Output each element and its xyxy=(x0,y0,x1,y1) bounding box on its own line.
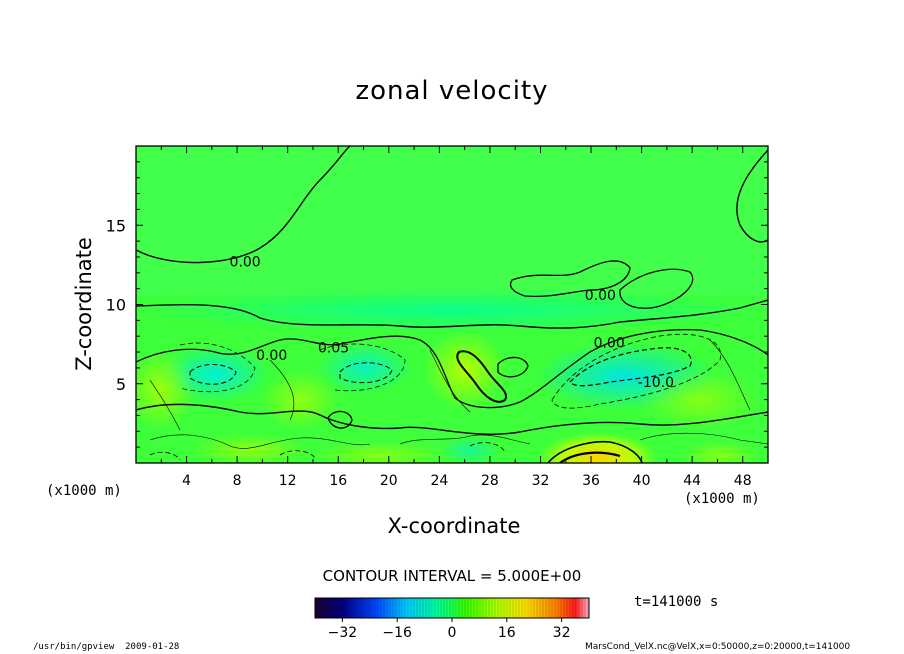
contour-interval-label: CONTOUR INTERVAL = 5.000E+00 xyxy=(322,567,582,585)
x-tick-label: 12 xyxy=(279,473,297,489)
x-axis-label: X-coordinate xyxy=(387,514,521,538)
x-tick-label: 44 xyxy=(683,473,701,489)
contour-label: 0.00 xyxy=(256,348,287,364)
contour-labels: 0.00 0.00 0.05 0.00 0.00 -10.0 xyxy=(230,255,675,391)
chart-title: zonal velocity xyxy=(355,76,549,106)
x-tick-label: 20 xyxy=(380,473,398,489)
contour-label: 0.00 xyxy=(585,288,616,304)
x-tick-label: 24 xyxy=(430,473,448,489)
x-tick-label: 8 xyxy=(233,473,242,489)
contour-label: -10.0 xyxy=(638,375,674,391)
velocity-field xyxy=(136,146,768,463)
x-axis: 4 8 12 16 20 24 28 32 36 40 44 48 xyxy=(160,146,752,489)
footer-data-source: MarsCond_VelX.nc@VelX,x=0:50000,z=0:2000… xyxy=(585,642,851,652)
x-tick-label: 16 xyxy=(329,473,347,489)
x-tick-label: 32 xyxy=(532,473,550,489)
y-tick-label: 10 xyxy=(106,296,126,315)
contour-label: 0.00 xyxy=(594,336,625,352)
x-unit-label-left: (x1000 m) xyxy=(46,483,122,499)
colorbar-tick-label: −16 xyxy=(382,625,412,641)
colorbar-tick-label: 0 xyxy=(448,625,457,641)
time-label: t=141000 s xyxy=(634,594,719,610)
colorbar-tick-label: 32 xyxy=(553,625,571,641)
y-axis: 5 10 15 xyxy=(106,161,768,448)
x-tick-label: 48 xyxy=(734,473,752,489)
x-tick-label: 4 xyxy=(182,473,191,489)
colorbar-ticks: −32 −16 0 16 32 xyxy=(328,618,571,641)
x-tick-label: 40 xyxy=(633,473,651,489)
contour-label: 0.00 xyxy=(230,255,261,271)
contour-label: 0.05 xyxy=(318,340,349,356)
y-axis-label: Z-coordinate xyxy=(72,237,96,371)
y-tick-label: 5 xyxy=(116,375,126,394)
footer-program-date: /usr/bin/gpview 2009-01-28 xyxy=(33,642,180,652)
colorbar-tick-label: −32 xyxy=(328,625,358,641)
colorbar xyxy=(315,598,589,618)
x-tick-label: 36 xyxy=(582,473,600,489)
x-unit-label-right: (x1000 m) xyxy=(684,491,760,507)
colorbar-tick-label: 16 xyxy=(498,625,516,641)
y-tick-label: 15 xyxy=(106,216,126,235)
x-tick-label: 28 xyxy=(481,473,499,489)
